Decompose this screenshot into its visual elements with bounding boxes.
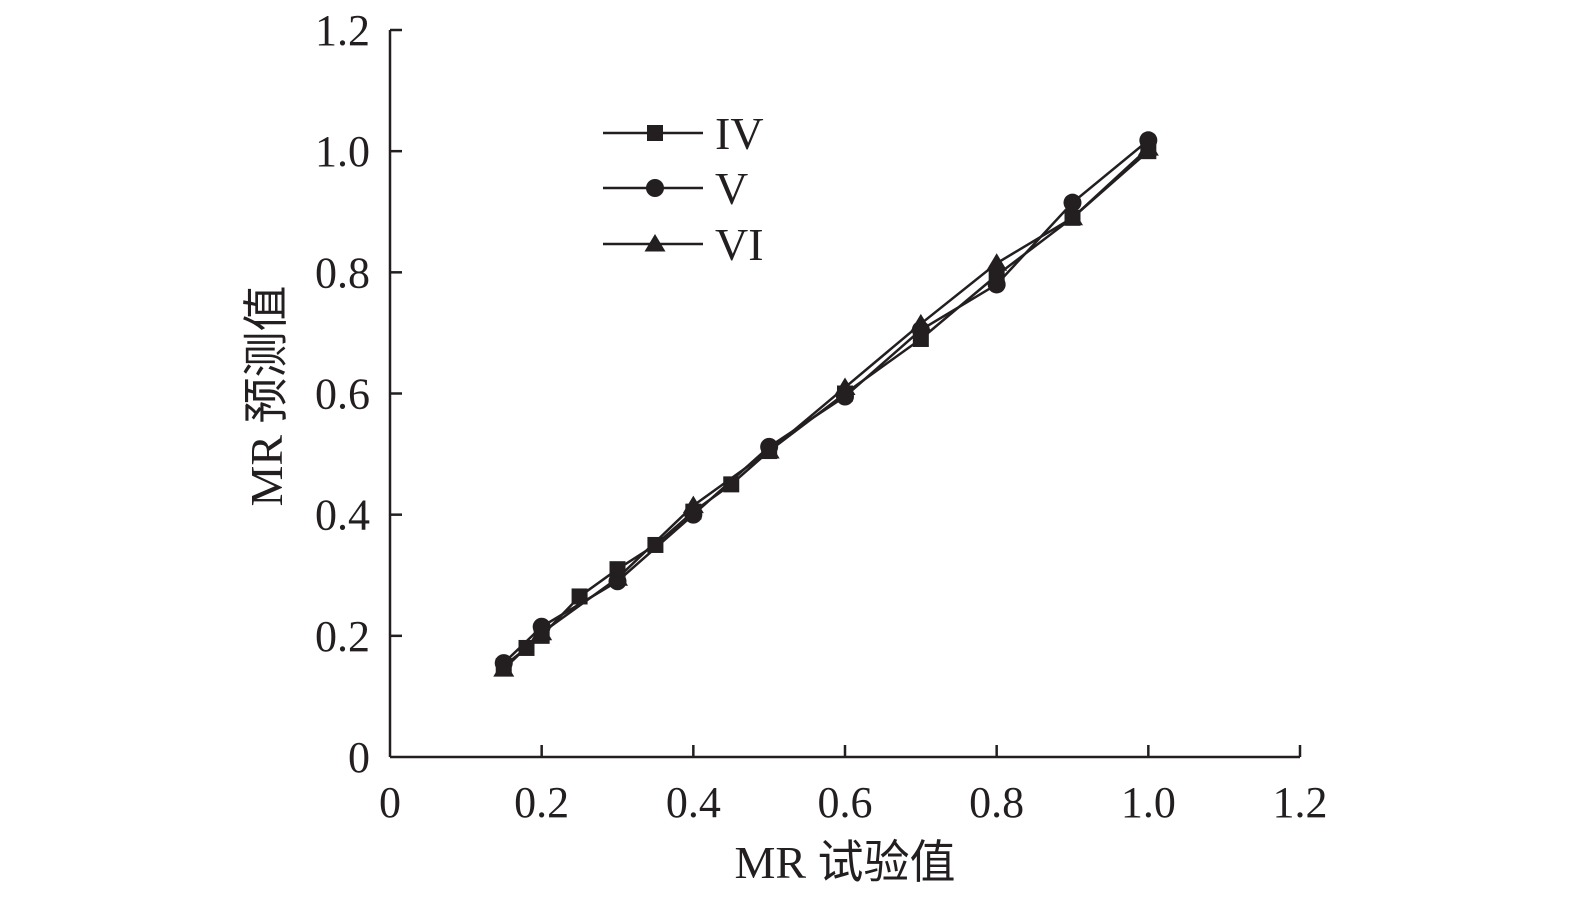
- y-tick-label: 1.2: [315, 6, 370, 55]
- x-tick-label: 1.2: [1273, 778, 1328, 827]
- data-point-vi: [758, 441, 780, 459]
- y-axis-title: MR 预测值: [241, 285, 292, 506]
- y-tick-label: 1.0: [315, 127, 370, 176]
- data-point-vi: [531, 622, 553, 641]
- series-v: [494, 131, 1158, 673]
- legend-label-vi: VI: [715, 219, 764, 270]
- x-tick-label: 0.4: [666, 778, 721, 827]
- legend-label-v: V: [715, 163, 748, 214]
- y-tick-label: 0.2: [315, 612, 370, 661]
- data-point-vi: [834, 377, 856, 395]
- x-tick-label: 0.2: [514, 778, 569, 827]
- data-point-vi: [607, 568, 628, 586]
- legend-item-v: V: [603, 163, 748, 214]
- legend-item-vi: VI: [603, 219, 764, 270]
- x-axis-title: MR 试验值: [734, 837, 955, 888]
- data-point-vi: [493, 659, 515, 677]
- data-point-vi: [682, 495, 704, 514]
- x-tick-label: 0.8: [969, 778, 1024, 827]
- y-tick-label: 0.8: [315, 248, 370, 297]
- y-tick-label: 0: [348, 733, 370, 782]
- x-tick-label: 0: [379, 778, 401, 827]
- axes: 0 0.2 0.4 0.6 0.8 1.0 1.2 0 0.2 0.4 0.6 0.8 1.0 1.2: [315, 6, 1328, 827]
- data-point-v: [987, 275, 1006, 294]
- x-tick-label: 0.6: [818, 778, 873, 827]
- data-point-v: [1063, 193, 1082, 212]
- data-point-vi: [1062, 207, 1083, 226]
- y-tick-label: 0.4: [315, 491, 370, 540]
- legend-item-iv: IV: [603, 108, 764, 159]
- series-line-v: [502, 139, 1150, 664]
- series-layer: [493, 131, 1159, 677]
- data-point-vi: [986, 253, 1008, 271]
- legend-marker-v: [646, 179, 664, 197]
- data-point-vi: [910, 313, 932, 332]
- data-point-vi: [1137, 138, 1159, 156]
- y-tick-label: 0.6: [315, 370, 370, 419]
- legend-marker-vi: [644, 234, 666, 252]
- x-tick-label: 1.0: [1121, 778, 1176, 827]
- data-point-iv: [647, 536, 664, 553]
- series-vi: [493, 138, 1159, 677]
- legend-marker-iv: [647, 125, 663, 141]
- legend-label-iv: IV: [715, 108, 764, 159]
- series-line-vi: [502, 147, 1150, 671]
